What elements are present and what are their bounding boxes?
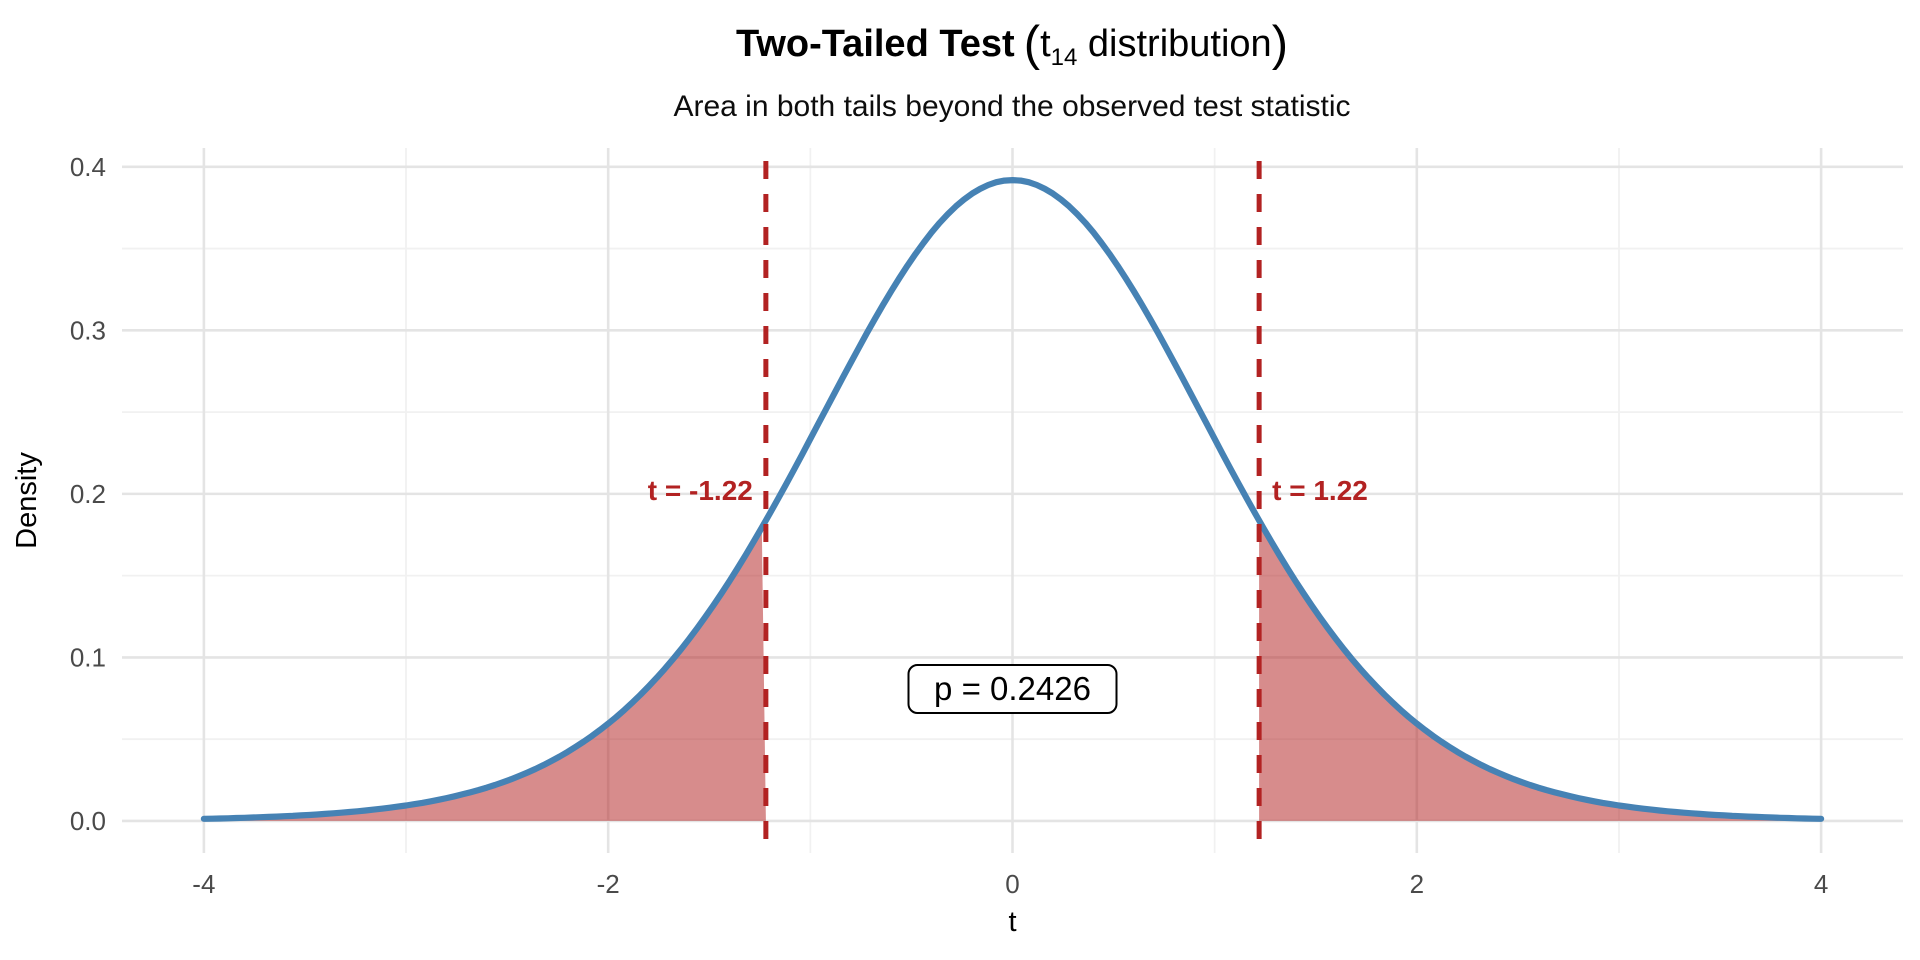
y-tick-label: 0.0 bbox=[70, 806, 106, 836]
critical-label-left: t = -1.22 bbox=[648, 475, 753, 506]
title-paren-open: ( bbox=[1023, 17, 1041, 71]
chart-title: Two-Tailed Test (t14 distribution) bbox=[736, 16, 1288, 72]
x-tick-label: 2 bbox=[1410, 869, 1424, 899]
y-tick-label: 0.1 bbox=[70, 642, 106, 672]
p-value-label: p = 0.2426 bbox=[934, 670, 1091, 707]
p-value-box bbox=[907, 664, 1118, 714]
title-df-subscript: 14 bbox=[1050, 44, 1078, 71]
y-tick-label: 0.2 bbox=[70, 479, 106, 509]
x-tick-label: -4 bbox=[192, 869, 215, 899]
density-curve bbox=[200, 177, 1825, 822]
title-paren-close: ) bbox=[1271, 17, 1289, 71]
x-axis-title: t bbox=[1008, 906, 1016, 938]
x-tick-label: 4 bbox=[1814, 869, 1828, 899]
critical-label-right: t = 1.22 bbox=[1272, 475, 1368, 506]
title-rest: distribution bbox=[1077, 23, 1272, 65]
x-tick-label: -2 bbox=[597, 869, 620, 899]
title-t-symbol: t bbox=[1040, 23, 1051, 65]
chart-subtitle: Area in both tails beyond the observed t… bbox=[673, 90, 1351, 123]
title-main: Two-Tailed Test bbox=[735, 23, 1015, 65]
y-tick-label: 0.3 bbox=[70, 315, 106, 345]
y-tick-label: 0.4 bbox=[70, 152, 106, 182]
x-tick-label: 0 bbox=[1005, 869, 1019, 899]
right-tail-fill bbox=[1259, 520, 1822, 821]
y-axis-title: Density bbox=[11, 452, 43, 549]
left-tail-fill bbox=[203, 527, 766, 821]
